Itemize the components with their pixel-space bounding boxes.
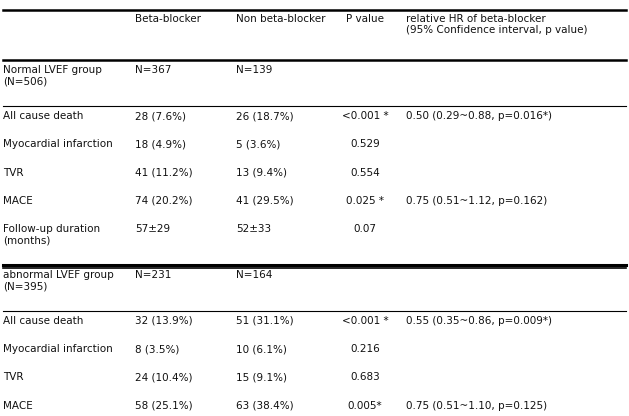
Text: 58 (25.1%): 58 (25.1%) xyxy=(135,401,193,411)
Text: 63 (38.4%): 63 (38.4%) xyxy=(236,401,294,411)
Text: MACE: MACE xyxy=(3,401,33,411)
Text: 41 (29.5%): 41 (29.5%) xyxy=(236,196,294,206)
Text: 52±33: 52±33 xyxy=(236,224,271,234)
Text: 0.75 (0.51~1.12, p=0.162): 0.75 (0.51~1.12, p=0.162) xyxy=(406,196,547,206)
Text: 24 (10.4%): 24 (10.4%) xyxy=(135,372,192,382)
Text: 0.529: 0.529 xyxy=(350,139,380,149)
Text: 0.683: 0.683 xyxy=(350,372,380,382)
Text: 57±29: 57±29 xyxy=(135,224,170,234)
Text: 51 (31.1%): 51 (31.1%) xyxy=(236,316,294,326)
Text: N=139: N=139 xyxy=(236,65,272,75)
Text: 0.55 (0.35~0.86, p=0.009*): 0.55 (0.35~0.86, p=0.009*) xyxy=(406,316,552,326)
Text: 0.75 (0.51~1.10, p=0.125): 0.75 (0.51~1.10, p=0.125) xyxy=(406,401,547,411)
Text: P value: P value xyxy=(346,14,384,24)
Text: 5 (3.6%): 5 (3.6%) xyxy=(236,139,281,149)
Text: Non beta-blocker: Non beta-blocker xyxy=(236,14,325,24)
Text: Myocardial infarction: Myocardial infarction xyxy=(3,344,113,354)
Text: 74 (20.2%): 74 (20.2%) xyxy=(135,196,192,206)
Text: Follow-up duration
(months): Follow-up duration (months) xyxy=(3,224,100,246)
Text: All cause death: All cause death xyxy=(3,111,84,121)
Text: All cause death: All cause death xyxy=(3,316,84,326)
Text: relative HR of beta-blocker
(95% Confidence interval, p value): relative HR of beta-blocker (95% Confide… xyxy=(406,14,587,35)
Text: TVR: TVR xyxy=(3,372,24,382)
Text: TVR: TVR xyxy=(3,168,24,178)
Text: 10 (6.1%): 10 (6.1%) xyxy=(236,344,287,354)
Text: 0.005*: 0.005* xyxy=(347,401,382,411)
Text: <0.001 *: <0.001 * xyxy=(342,316,388,326)
Text: MACE: MACE xyxy=(3,196,33,206)
Text: N=367: N=367 xyxy=(135,65,172,75)
Text: 0.07: 0.07 xyxy=(353,224,376,234)
Text: 13 (9.4%): 13 (9.4%) xyxy=(236,168,287,178)
Text: Normal LVEF group
(N=506): Normal LVEF group (N=506) xyxy=(3,65,102,87)
Text: 0.025 *: 0.025 * xyxy=(346,196,384,206)
Text: N=164: N=164 xyxy=(236,270,272,280)
Text: 0.554: 0.554 xyxy=(350,168,380,178)
Text: 18 (4.9%): 18 (4.9%) xyxy=(135,139,186,149)
Text: N=231: N=231 xyxy=(135,270,172,280)
Text: abnormal LVEF group
(N=395): abnormal LVEF group (N=395) xyxy=(3,270,114,292)
Text: 28 (7.6%): 28 (7.6%) xyxy=(135,111,186,121)
Text: 0.216: 0.216 xyxy=(350,344,380,354)
Text: 0.50 (0.29~0.88, p=0.016*): 0.50 (0.29~0.88, p=0.016*) xyxy=(406,111,552,121)
Text: <0.001 *: <0.001 * xyxy=(342,111,388,121)
Text: Myocardial infarction: Myocardial infarction xyxy=(3,139,113,149)
Text: 32 (13.9%): 32 (13.9%) xyxy=(135,316,193,326)
Text: 8 (3.5%): 8 (3.5%) xyxy=(135,344,180,354)
Text: 26 (18.7%): 26 (18.7%) xyxy=(236,111,294,121)
Text: 41 (11.2%): 41 (11.2%) xyxy=(135,168,193,178)
Text: 15 (9.1%): 15 (9.1%) xyxy=(236,372,287,382)
Text: Beta-blocker: Beta-blocker xyxy=(135,14,201,24)
